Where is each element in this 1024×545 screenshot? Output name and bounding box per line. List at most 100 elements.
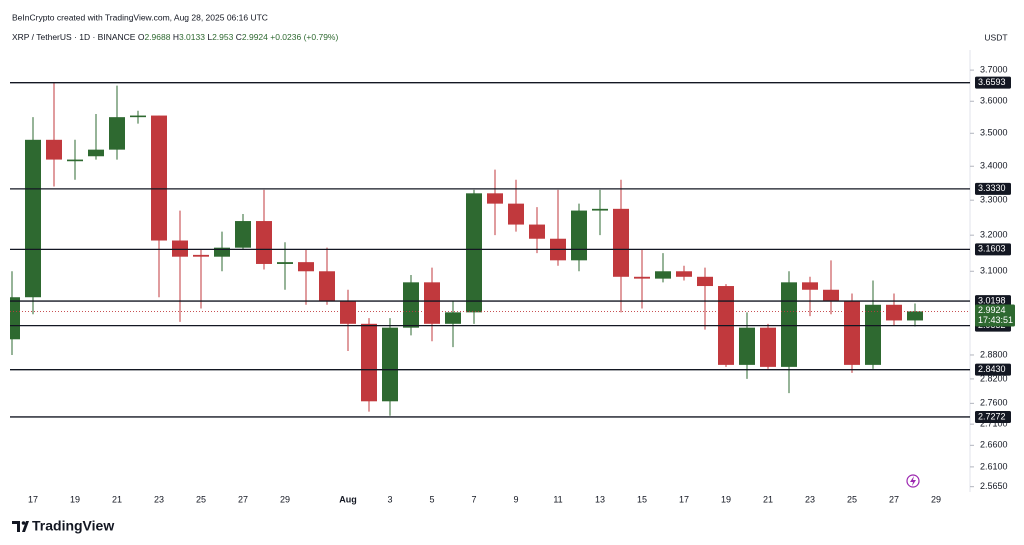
candle-body [613,208,629,277]
brand-name: TradingView [32,518,114,534]
level-tag [975,363,1011,376]
candle-body [781,282,797,367]
y-tick-label: 2.6100 [980,461,1008,471]
x-tick-label: 17 [679,494,689,504]
legend-item: 3.0133 [179,32,205,42]
legend-item: 2.9924 [242,32,268,42]
candle-body [802,282,818,290]
currency: USDT [984,32,1007,42]
current-price-label: 2.9924 [978,305,1006,315]
x-tick-label: 25 [847,494,857,504]
legend-item: C [236,32,242,42]
current-price-tag [975,304,1015,327]
brand-logo: TradingView [12,518,114,534]
candle-body [697,276,713,287]
candle-body [46,139,62,160]
x-tick-label: 21 [112,494,122,504]
candle-body [886,304,902,321]
y-tick-label: 2.8800 [980,349,1008,359]
x-tick-label: 15 [637,494,647,504]
alert-icon [906,474,920,488]
y-tick-label: 2.5650 [980,481,1008,491]
legend-item: H [173,32,179,42]
y-tick-label: 2.7600 [980,398,1008,408]
x-tick-label: 29 [931,494,941,504]
candle-body [571,210,587,261]
legend-item: 2.953 [212,32,234,42]
candle-body [67,159,83,162]
y-tick-label: 3.3000 [980,195,1008,205]
candle-body [256,221,272,264]
x-tick-label: 13 [595,494,605,504]
candle-body [382,327,398,402]
plot-area [10,82,923,416]
level-label: 2.7272 [978,411,1006,421]
x-tick-label: 27 [238,494,248,504]
x-tick-label: 17 [28,494,38,504]
candle-body [25,139,41,298]
y-tick-label: 3.6000 [980,96,1008,106]
level-tag [975,76,1011,89]
x-tick-label: 23 [805,494,815,504]
legend-item: (+0.79%) [304,32,339,42]
candle-body [88,149,104,157]
legend-item: L [207,32,212,42]
candle-body [130,115,146,118]
candle-body [634,276,650,279]
legend-item: 2.9688 [144,32,170,42]
x-tick-label: 9 [513,494,518,504]
candle-body [403,282,419,328]
x-tick-label: Aug [339,494,357,504]
candle-body [151,115,167,241]
candle-body [529,224,545,239]
x-tick-label: 7 [471,494,476,504]
y-tick-label: 3.7000 [980,64,1008,74]
countdown: 17:43:51 [978,315,1013,325]
y-tick-label: 2.8200 [980,373,1008,383]
y-tick-label: 2.6600 [980,440,1008,450]
y-tick-label: 2.7100 [980,419,1008,429]
candle-body [739,327,755,365]
legend-item: O [138,32,145,42]
x-tick-label: 3 [387,494,392,504]
y-tick-label: 3.1000 [980,266,1008,276]
candle-body [298,262,314,272]
legend-text: XRP / TetherUS · 1D · BINANCE O2.9688 H3… [12,32,338,42]
x-tick-label: 23 [154,494,164,504]
candle-body [676,271,692,277]
candle-body [172,240,188,257]
candle-body [319,271,335,301]
level-tag [975,410,1011,423]
candle-body [424,282,440,324]
x-tick-label: 27 [889,494,899,504]
level-label: 2.8430 [978,364,1006,374]
candle-body [10,297,20,340]
legend-item: +0.0236 [270,32,301,42]
x-tick-label: 5 [429,494,434,504]
y-tick-label: 3.4000 [980,161,1008,171]
x-tick-label: 19 [70,494,80,504]
candle-body [235,221,251,248]
candle-body [865,304,881,365]
candle-body [277,262,293,264]
y-tick-label: 3.5000 [980,128,1008,138]
candle-body [193,254,209,257]
candle-body [466,193,482,313]
level-label: 3.0198 [978,295,1006,305]
x-tick-label: 21 [763,494,773,504]
level-label: 3.3330 [978,183,1006,193]
x-tick-label: 25 [196,494,206,504]
legend-item: XRP / TetherUS · 1D · BINANCE [12,32,136,42]
candle-body [760,327,776,367]
level-tag [975,243,1011,256]
candle-body [109,117,125,150]
candle-body [655,271,671,279]
y-tick-label: 3.2000 [980,230,1008,240]
level-tag [975,295,1011,308]
candle-body [907,311,923,321]
level-label: 3.1603 [978,244,1006,254]
candle-body [844,300,860,365]
legend: XRP / TetherUS · 1D · BINANCE O2.9688 H3… [12,32,338,42]
